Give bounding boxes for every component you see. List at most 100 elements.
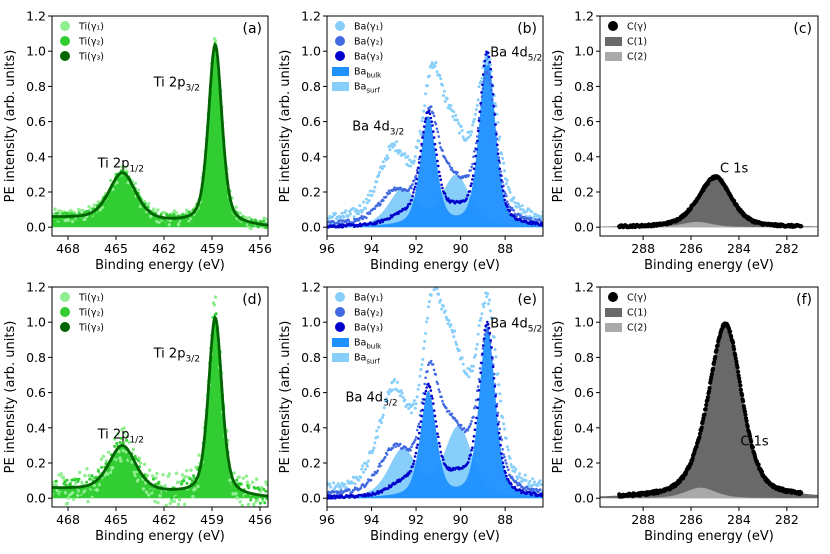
data-point [375,180,379,184]
legend-label: Ti(γ₂) [78,37,104,48]
data-point [373,441,377,445]
x-tick-label: 456 [248,512,272,527]
data-point [477,388,481,392]
y-tick-label: 0.8 [574,79,594,94]
data-point [532,215,536,219]
data-point [239,482,243,486]
data-point [449,104,453,108]
data-point [455,343,459,347]
data-point [357,212,361,216]
data-point [334,497,337,500]
data-point [442,89,446,93]
data-point [196,484,200,489]
legend-label: Ba(γ₁) [354,293,383,304]
data-point [70,491,75,495]
data-point [409,164,413,168]
data-point [496,414,499,417]
y-tick-label: 0.2 [574,185,594,200]
data-point [246,502,251,507]
data-point [506,200,509,203]
data-point [476,139,479,143]
x-axis-label: Binding energy (eV) [644,529,774,544]
data-point [487,73,490,77]
data-point [186,490,190,494]
data-point [247,486,251,490]
data-point [457,131,461,135]
data-point [432,130,435,133]
data-point [509,462,513,466]
data-point [105,472,110,476]
data-point [64,483,68,487]
x-tick-label: 96 [319,241,335,256]
data-point [147,493,151,497]
data-point [176,223,181,227]
data-point [488,78,491,81]
data-point [412,188,416,191]
legend-marker [335,51,345,61]
data-point [479,80,483,83]
peak-annotation: Ba 4d3/2 [346,390,398,408]
data-point [411,183,414,186]
data-point [347,214,351,218]
data-point [694,444,699,449]
data-point [419,149,423,153]
data-point [250,480,255,484]
x-axis: 288 286 284 282 [631,507,799,527]
legend-marker [608,21,618,31]
data-point [415,177,419,181]
data-point [494,123,497,126]
data-point [476,332,480,336]
data-point [733,353,738,358]
data-point [412,399,416,403]
data-point [486,320,489,324]
data-point [478,319,482,323]
data-point [399,389,403,393]
x-tick-label: 94 [364,512,380,527]
data-point [382,459,385,462]
data-point [486,292,490,296]
data-point [494,130,498,134]
data-point [705,395,711,400]
y-axis: 0.0 0.2 0.4 0.6 0.8 1.0 1.2 [574,280,600,506]
data-point [192,474,195,478]
data-point [82,490,86,494]
data-point [417,139,421,143]
data-point [431,111,435,115]
data-point [520,491,523,495]
data-point [414,182,418,185]
data-point [88,477,92,481]
data-point [434,148,438,151]
chart-panel-a: 468 465 462 459 456 Binding energy (eV) 0.0 0.2… [3,9,272,274]
data-point [185,208,189,212]
data-point [264,480,268,484]
series-ba-gamma3 [327,320,543,500]
data-point [424,389,428,393]
x-tick-label: 90 [453,512,469,527]
data-point [263,501,267,505]
data-point [141,481,145,485]
data-point [416,443,419,447]
data-point [352,221,355,224]
data-point [144,490,149,494]
data-point [471,174,475,177]
y-tick-label: 0.2 [301,185,321,200]
data-point [417,422,421,426]
data-point [372,189,376,193]
data-point [432,402,435,405]
data-point [415,395,419,399]
data-point [376,435,380,439]
data-point [163,494,167,498]
data-point [393,143,397,147]
data-point [540,482,543,486]
data-point [486,51,490,55]
data-point [434,373,438,376]
data-point [352,215,356,219]
data-point [237,475,241,479]
axes-frame [599,286,819,508]
data-point [422,130,425,134]
data-point [119,436,123,440]
x-tick-label: 286 [679,512,703,527]
data-point [496,143,499,147]
